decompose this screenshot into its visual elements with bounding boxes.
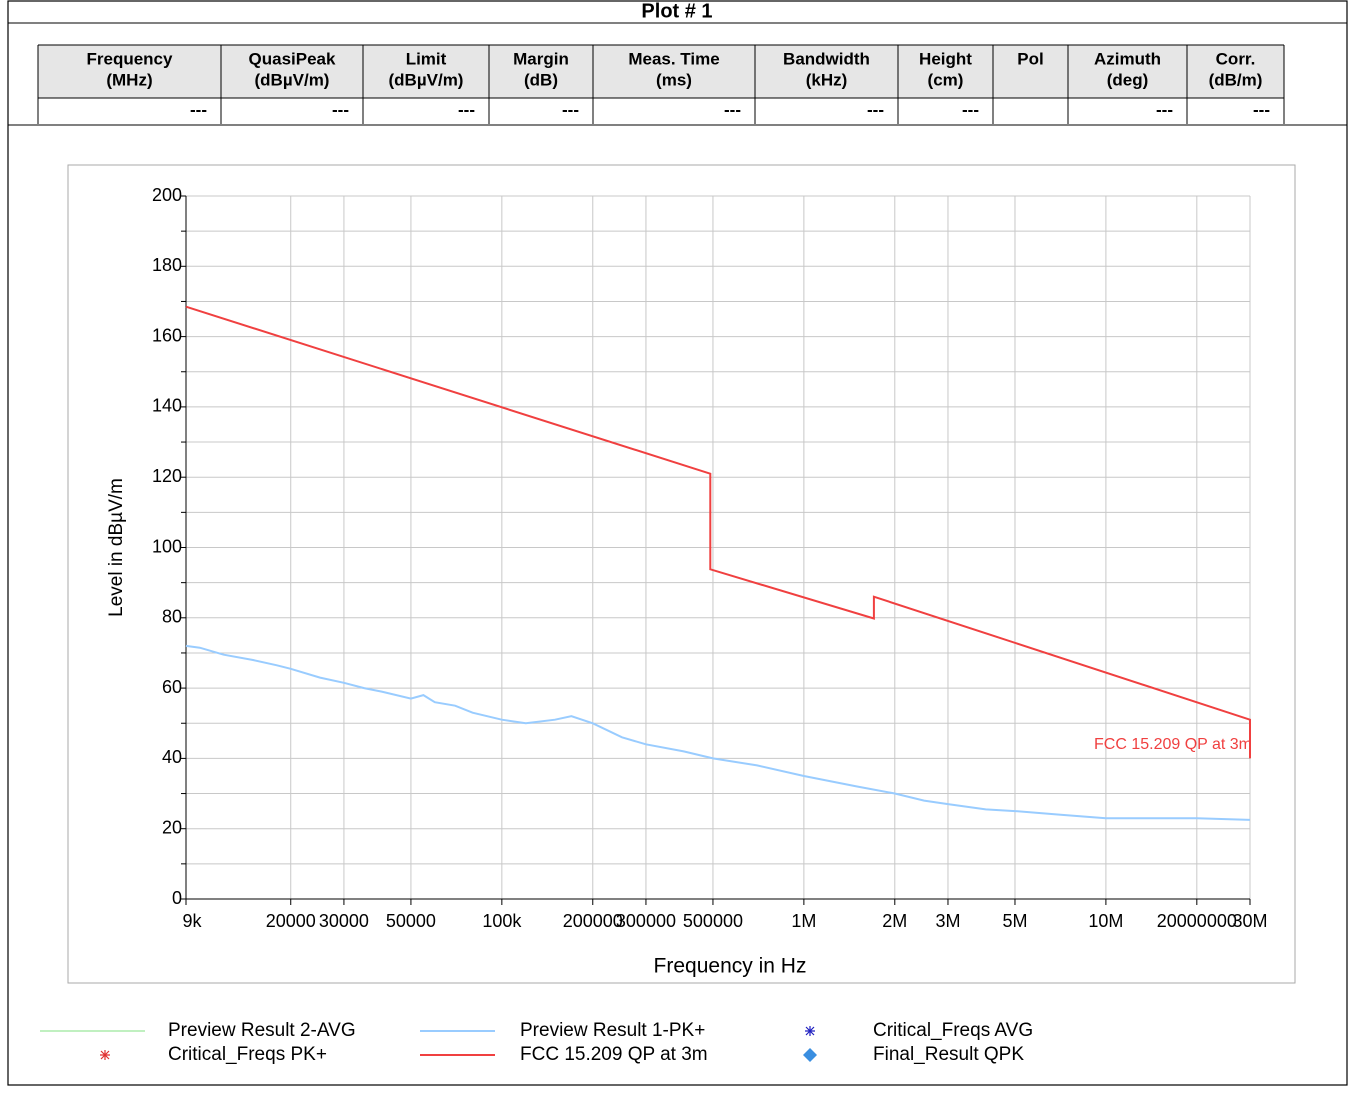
x-tick-label: 50000 (386, 911, 436, 931)
column-header: Frequency (87, 49, 174, 68)
column-unit: (dBµV/m) (389, 70, 464, 89)
y-tick-label: 80 (162, 607, 182, 627)
x-tick-label: 100k (482, 911, 522, 931)
y-tick-label: 60 (162, 677, 182, 697)
x-tick-label: 30000 (319, 911, 369, 931)
table-cell: --- (562, 100, 579, 119)
column-header: Pol (1017, 49, 1043, 68)
column-header: QuasiPeak (249, 49, 336, 68)
y-tick-label: 180 (152, 255, 182, 275)
x-tick-label: 200000 (563, 911, 623, 931)
column-header: Meas. Time (628, 49, 719, 68)
x-tick-label: 10M (1088, 911, 1123, 931)
y-tick-label: 40 (162, 747, 182, 767)
header-bg (38, 45, 1284, 98)
y-tick-label: 140 (152, 396, 182, 416)
y-tick-label: 20 (162, 817, 182, 837)
plot-title: Plot # 1 (641, 0, 712, 22)
legend-label: Critical_Freqs PK+ (168, 1044, 327, 1065)
x-tick-label: 3M (935, 911, 960, 931)
x-tick-label: 20000000 (1157, 911, 1237, 931)
table-cell: --- (1156, 100, 1173, 119)
chart-panel (67, 164, 1296, 984)
legend-label: FCC 15.209 QP at 3m (520, 1044, 708, 1065)
table-cell: --- (332, 100, 349, 119)
column-header: Azimuth (1094, 49, 1161, 68)
x-tick-label: 30M (1232, 911, 1267, 931)
series-line (185, 305, 1251, 759)
y-tick-label: 0 (172, 888, 182, 908)
x-tick-label: 5M (1002, 911, 1027, 931)
table-cell: --- (190, 100, 207, 119)
series-line (185, 644, 1251, 821)
column-header: Height (919, 49, 972, 68)
legend-label: Critical_Freqs AVG (873, 1020, 1033, 1041)
column-unit: (cm) (928, 70, 964, 89)
column-unit: (ms) (656, 70, 692, 89)
column-unit: (dB/m) (1209, 70, 1263, 89)
y-tick-label: 120 (152, 466, 182, 486)
column-unit: (dB) (524, 70, 558, 89)
legend-label: Final_Result QPK (873, 1044, 1024, 1065)
column-header: Limit (406, 49, 447, 68)
legend-label: Preview Result 1-PK+ (520, 1020, 705, 1041)
x-tick-label: 9k (182, 911, 202, 931)
y-tick-label: 160 (152, 325, 182, 345)
page-frame (7, 0, 1348, 1086)
table-cell: --- (962, 100, 979, 119)
table-cell: --- (867, 100, 884, 119)
column-unit: (deg) (1107, 70, 1149, 89)
column-header: Margin (513, 49, 569, 68)
column-header: Bandwidth (783, 49, 870, 68)
y-tick-label: 100 (152, 536, 182, 556)
legend-swatch (803, 1048, 817, 1062)
x-axis-label: Frequency in Hz (654, 955, 807, 978)
legend-swatch (100, 1050, 110, 1060)
x-tick-label: 20000 (266, 911, 316, 931)
table-cell: --- (724, 100, 741, 119)
column-header: Corr. (1216, 49, 1256, 68)
x-tick-label: 300000 (616, 911, 676, 931)
annotation: FCC 15.209 QP at 3m (1094, 736, 1252, 753)
chart: 0 20 40 60 80 100 120 140 160 180 200 9k 20000 30000 5… (40, 185, 1268, 1065)
x-tick-label: 2M (882, 911, 907, 931)
table: Frequency (MHz) QuasiPeak (dBµV/m) Limit (dBµ… (37, 44, 1285, 124)
column-unit: (MHz) (106, 70, 152, 89)
column-unit: (dBµV/m) (255, 70, 330, 89)
legend-label: Preview Result 2-AVG (168, 1020, 356, 1041)
x-tick-label: 500000 (683, 911, 743, 931)
table-cell: --- (1253, 100, 1270, 119)
legend-swatch (805, 1026, 815, 1036)
y-axis-label: Level in dBµV/m (106, 478, 127, 617)
x-tick-label: 1M (791, 911, 816, 931)
column-unit: (kHz) (806, 70, 848, 89)
table-cell: --- (458, 100, 475, 119)
y-tick-label: 200 (152, 185, 182, 205)
